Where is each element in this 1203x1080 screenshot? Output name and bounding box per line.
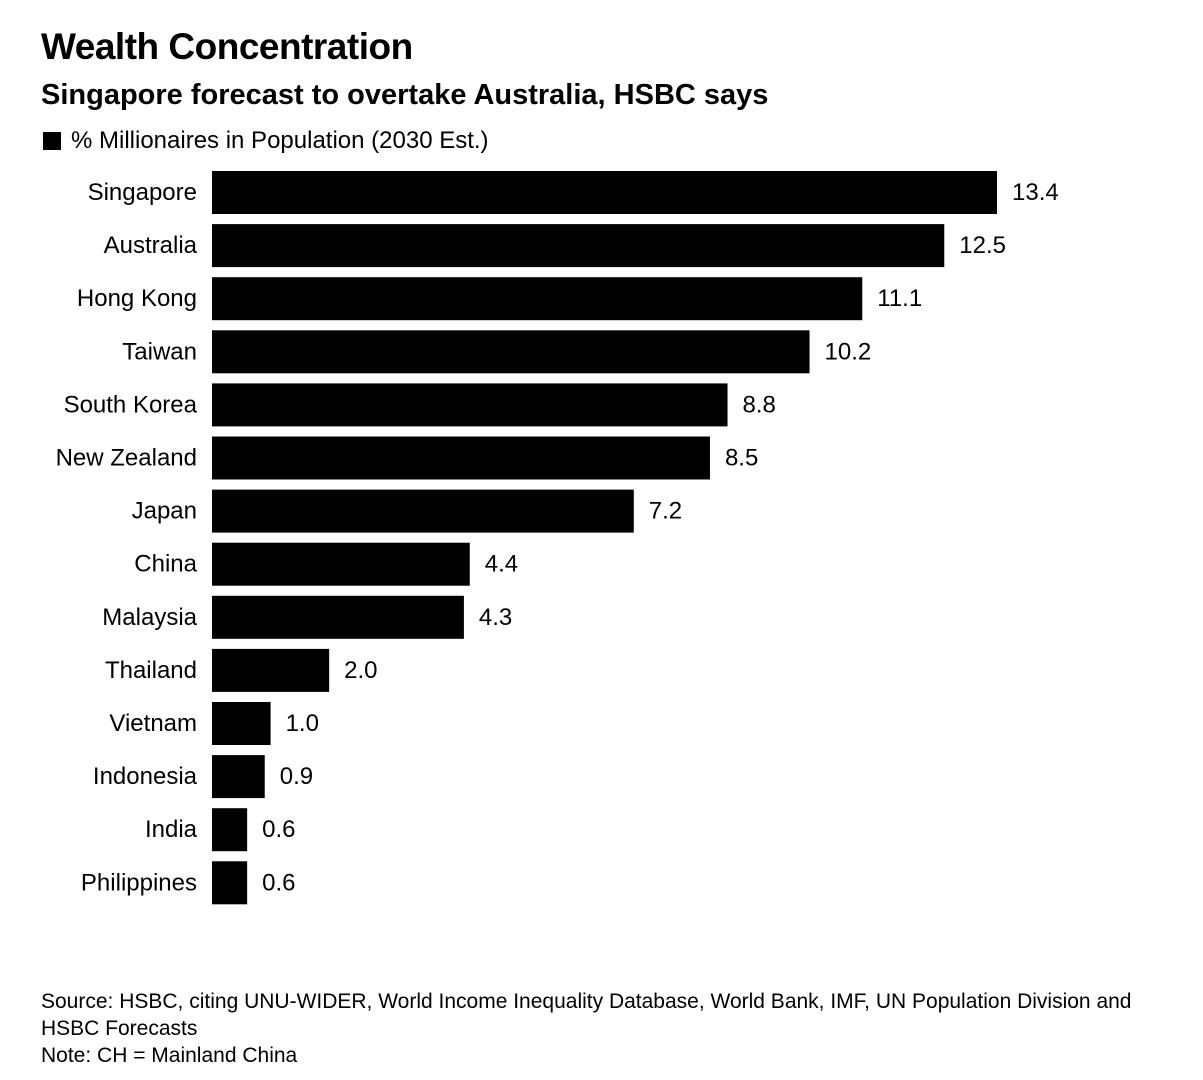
chart-title: Wealth Concentration: [41, 26, 413, 67]
bar: [212, 277, 863, 321]
value-label: 8.5: [725, 445, 758, 472]
category-label: Japan: [132, 498, 197, 525]
bar: [212, 171, 997, 214]
chart-footer: Source: HSBC, citing UNU-WIDER, World In…: [41, 988, 1181, 1069]
value-label: 0.6: [262, 869, 295, 896]
bar: [212, 542, 470, 586]
value-label: 11.1: [877, 285, 922, 312]
category-label: South Korea: [64, 391, 198, 418]
value-label: 12.5: [959, 232, 1006, 259]
category-label: New Zealand: [56, 445, 197, 472]
bar-chart: Singapore 13.4 Australia 12.5 Hong Kong 11.1 T…: [56, 171, 1059, 905]
category-label: Hong Kong: [77, 285, 197, 312]
category-label: Thailand: [105, 657, 197, 684]
bar: [212, 330, 810, 374]
bar: [212, 224, 945, 268]
value-label: 4.4: [485, 551, 518, 578]
category-label: Taiwan: [122, 338, 197, 365]
value-label: 13.4: [1012, 179, 1059, 206]
value-label: 0.6: [262, 816, 295, 843]
category-label: Malaysia: [102, 604, 197, 631]
value-label: 4.3: [479, 604, 512, 631]
bar: [212, 595, 464, 639]
bar: [212, 648, 330, 692]
bar: [212, 436, 710, 480]
bar: [212, 702, 271, 745]
bar: [212, 861, 248, 905]
bar: [212, 489, 634, 533]
bar: [212, 808, 248, 852]
note-text: Note: CH = Mainland China: [41, 1044, 298, 1067]
value-label: 2.0: [344, 657, 377, 684]
value-label: 8.8: [743, 391, 776, 418]
category-label: China: [134, 551, 197, 578]
category-label: Philippines: [81, 869, 197, 896]
category-label: Indonesia: [93, 763, 198, 790]
value-label: 7.2: [649, 498, 682, 525]
legend-swatch: [43, 132, 61, 150]
bar: [212, 383, 728, 427]
category-label: Australia: [104, 232, 198, 259]
category-label: Singapore: [88, 179, 197, 206]
bars-layer: Singapore 13.4 Australia 12.5 Hong Kong 11.1 T…: [56, 171, 1059, 905]
value-label: 1.0: [286, 710, 319, 737]
legend: % Millionaires in Population (2030 Est.): [43, 127, 489, 155]
category-label: India: [145, 816, 198, 843]
source-note: Source: HSBC, citing UNU-WIDER, World In…: [41, 990, 1132, 1040]
value-label: 0.9: [280, 763, 313, 790]
chart-subtitle: Singapore forecast to overtake Australia…: [41, 79, 769, 111]
legend-label: % Millionaires in Population (2030 Est.): [71, 127, 489, 154]
value-label: 10.2: [825, 338, 872, 365]
bar: [212, 755, 265, 799]
category-label: Vietnam: [109, 710, 197, 737]
